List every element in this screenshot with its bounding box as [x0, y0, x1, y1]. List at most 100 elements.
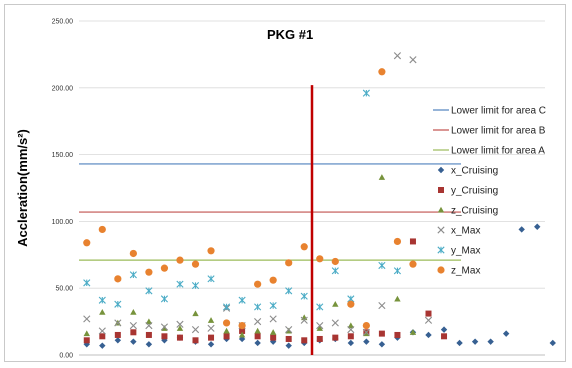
- data-point: [129, 322, 137, 330]
- data-point: [441, 333, 448, 340]
- data-point: [160, 323, 169, 331]
- data-point: [176, 320, 184, 328]
- data-point: [269, 276, 277, 284]
- data-point: [332, 301, 339, 307]
- data-point: [98, 327, 106, 335]
- data-point: [114, 337, 122, 344]
- legend-entry: Lower limit for area C: [451, 106, 546, 117]
- data-point: [362, 322, 370, 330]
- data-point: [487, 338, 494, 345]
- data-point: [394, 295, 401, 302]
- data-point: [145, 341, 153, 348]
- data-point: [316, 303, 324, 311]
- data-point: [549, 339, 556, 347]
- data-point: [362, 328, 370, 336]
- data-point: [300, 243, 308, 251]
- data-point: [347, 322, 355, 329]
- data-point: [99, 309, 106, 315]
- data-point: [409, 260, 417, 268]
- legend-entry: z_Max: [451, 266, 480, 277]
- data-point: [332, 334, 339, 341]
- data-point: [161, 325, 168, 331]
- data-point: [207, 275, 215, 283]
- legend-entry: z_Cruising: [451, 206, 498, 217]
- data-point: [269, 301, 277, 310]
- data-point: [114, 300, 122, 308]
- data-point: [393, 267, 402, 275]
- data-point: [502, 330, 510, 337]
- data-point: [331, 257, 339, 266]
- data-point: [394, 331, 401, 338]
- legend-marker: [437, 166, 445, 174]
- data-point: [114, 319, 122, 327]
- data-point: [114, 275, 122, 283]
- data-point: [425, 331, 432, 339]
- data-point: [191, 281, 200, 290]
- legend-entry: y_Max: [451, 246, 480, 257]
- data-point: [254, 333, 261, 340]
- data-point: [347, 326, 355, 334]
- data-point: [425, 310, 432, 317]
- data-point: [269, 329, 277, 335]
- data-point: [192, 310, 199, 317]
- data-point: [518, 226, 525, 233]
- data-point: [254, 339, 261, 347]
- data-point: [456, 339, 463, 347]
- data-point: [145, 287, 153, 295]
- data-point: [269, 315, 277, 323]
- data-point: [160, 295, 169, 303]
- scatter-chart: 0.00 50.00 100.00 150.00 200.00 250.00 PKG #1…: [15, 19, 556, 360]
- data-point: [99, 333, 106, 340]
- data-point: [440, 326, 448, 333]
- legend-entry: x_Cruising: [451, 166, 498, 177]
- data-point: [176, 256, 184, 264]
- legend-entry: Lower limit for area B: [451, 126, 546, 137]
- data-point: [176, 334, 183, 341]
- data-point: [254, 327, 261, 334]
- data-point: [222, 303, 231, 311]
- data-point: [285, 327, 292, 334]
- data-point: [239, 327, 246, 334]
- data-point: [409, 238, 416, 245]
- data-point: [145, 268, 153, 276]
- data-point: [285, 342, 292, 349]
- data-point: [207, 247, 215, 255]
- data-point: [331, 267, 339, 275]
- legend-entry: x_Max: [451, 226, 480, 237]
- data-point: [378, 174, 386, 180]
- data-point: [129, 271, 137, 279]
- data-point: [145, 318, 153, 325]
- data-point: [378, 341, 386, 348]
- data-point: [285, 287, 293, 295]
- data-point: [254, 303, 262, 311]
- data-point: [83, 337, 90, 344]
- data-point: [99, 342, 106, 349]
- data-point: [254, 280, 262, 288]
- data-point: [130, 329, 137, 336]
- legend-entry: y_Cruising: [451, 186, 498, 197]
- data-point: [378, 68, 386, 76]
- data-point: [363, 338, 370, 345]
- data-point: [316, 322, 324, 330]
- data-point: [222, 319, 231, 327]
- data-point: [192, 337, 199, 344]
- data-point: [424, 316, 433, 324]
- data-point: [471, 338, 479, 345]
- data-point: [145, 322, 153, 330]
- data-point: [129, 249, 137, 258]
- data-point: [316, 255, 324, 263]
- data-point: [316, 325, 323, 331]
- data-point: [534, 223, 541, 230]
- data-point: [300, 292, 308, 300]
- data-point: [223, 333, 230, 340]
- data-point: [208, 334, 215, 341]
- data-points: [83, 52, 556, 349]
- legend-marker: [438, 187, 444, 193]
- y-tick-label: 250.00: [52, 19, 74, 26]
- data-point: [98, 225, 106, 234]
- data-point: [98, 296, 106, 304]
- data-point: [145, 331, 152, 338]
- data-point: [285, 259, 293, 267]
- legend-marker: [437, 226, 445, 234]
- legend-marker: [437, 246, 445, 254]
